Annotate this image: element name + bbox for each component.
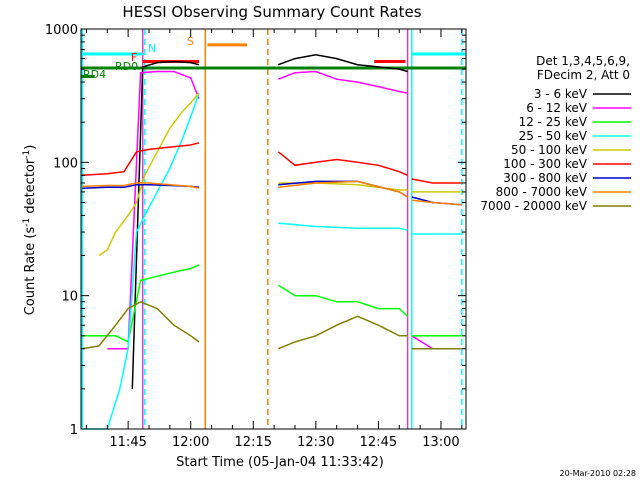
y-axis-label-sup2: -1 [22,150,32,159]
vertical-markers [81,29,463,429]
series-line-1 [278,70,408,94]
legend-entry-label: 100 - 300 keV [503,157,587,171]
series-line-7 [278,180,408,198]
series-line-2 [82,264,200,343]
y-axis: 1 10 100 1000 [45,23,466,438]
series-line-5 [82,142,200,177]
legend-entry-label: 3 - 6 keV [534,87,588,101]
flag-label-s: S [187,35,194,48]
series-lines [82,54,462,430]
y-tick-label: 10 [61,290,78,305]
x-tick-label: 12:00 [172,435,209,450]
flag-label-n: N [148,42,156,55]
flag-labels: N F S RD0 RD4 [83,35,194,81]
y-axis-label-mid: detector [23,158,38,218]
x-tick-label: 13:00 [422,435,459,450]
plot-frame [80,28,467,430]
series-line-1 [107,70,200,350]
series-line-3 [82,92,200,430]
y-tick-label: 1 [70,423,78,438]
legend-entry-label: 50 - 100 keV [511,143,588,157]
flag-label-rd4: RD4 [83,68,106,81]
legend-title-line-2: FDecim 2, Att 0 [537,68,630,82]
flag-label-rd0: RD0 [115,60,138,73]
series-line-2 [277,284,409,317]
series-line-0 [278,54,408,73]
x-axis-label: Start Time (05-Jan-04 11:33:42) [176,455,384,470]
series-line-5 [411,178,462,184]
y-tick-label: 1000 [45,23,78,38]
legend-entry-label: 25 - 50 keV [519,129,588,143]
series-line-7 [411,199,462,206]
x-axis: 11:45 12:00 12:15 12:30 12:45 13:00 [85,29,463,450]
y-axis-label: Count Rate (s-1 detector-1) [22,145,38,316]
series-line-0 [131,60,200,389]
y-axis-label-main: Count Rate (s [23,227,38,316]
legend-entry-label: 6 - 12 keV [526,101,588,115]
series-line-3 [278,222,408,231]
series-line-4 [98,92,200,257]
x-tick-label: 11:45 [109,435,146,450]
y-tick-label: 100 [53,156,78,171]
series-line-8 [82,300,200,350]
status-bars [81,43,466,79]
legend-entry-label: 800 - 7000 keV [496,185,588,199]
series-line-7 [82,182,200,189]
series-line-5 [277,151,408,176]
series-line-8 [278,315,408,350]
series-line-1 [411,335,462,350]
legend-entry-label: 12 - 25 keV [519,115,588,129]
chart-title: HESSI Observing Summary Count Rates [122,3,421,21]
x-tick-label: 12:30 [297,435,334,450]
x-tick-label: 12:45 [360,435,397,450]
legend-entry-label: 7000 - 20000 keV [480,199,587,213]
legend-title-line-1: Det 1,3,4,5,6,9, [536,54,630,68]
legend: Det 1,3,4,5,6,9, FDecim 2, Att 0 3 - 6 k… [480,54,631,213]
y-axis-label-sup1: -1 [22,218,32,227]
flag-label-f: F [131,51,137,64]
legend-entry-label: 300 - 800 keV [503,171,587,185]
y-axis-label-end: ) [23,145,38,150]
x-tick-label: 12:15 [235,435,272,450]
footer-timestamp: 20-Mar-2010 02:28 [560,469,637,478]
